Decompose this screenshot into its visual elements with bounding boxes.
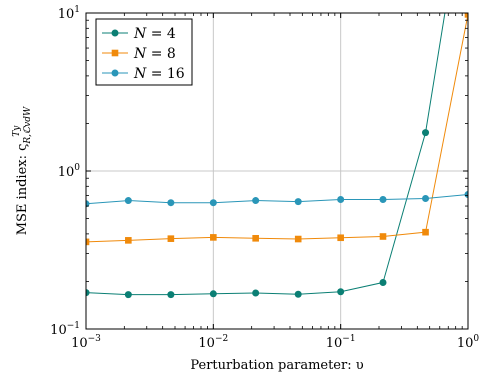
series-point [464, 191, 468, 199]
legend-label-value: = 8 [146, 46, 176, 62]
y-tick-label: 10−1 [50, 321, 80, 338]
legend-label-value: = 16 [146, 66, 185, 82]
x-tick-label: 100 [457, 334, 480, 351]
series-point [86, 289, 90, 297]
y-tick-label-exponent: 0 [74, 163, 80, 173]
x-tick-label-base: 10 [198, 336, 215, 351]
series-point [252, 289, 260, 297]
series-point [167, 235, 175, 242]
y-axis-label-subscript: R,ℂvdW [23, 106, 33, 145]
y-tick-label-base: 10 [50, 323, 67, 338]
legend-label: N = 4 [133, 26, 176, 42]
series-point [337, 288, 345, 296]
y-tick-label: 100 [58, 163, 81, 180]
series-point [125, 237, 132, 244]
series-point [294, 290, 302, 298]
series-point [209, 199, 217, 207]
series-point [209, 290, 217, 298]
x-tick-label-exponent: −3 [88, 334, 102, 344]
legend: N = 4N = 8N = 16 [95, 18, 193, 86]
series-point [379, 278, 387, 286]
legend-swatch-marker [111, 29, 119, 37]
series-point [124, 291, 132, 299]
series-point [252, 197, 260, 205]
series-point [124, 197, 132, 205]
series-line [86, 14, 468, 243]
series-2 [86, 13, 468, 246]
y-tick-label: 101 [58, 5, 80, 22]
x-tick-label-exponent: −1 [342, 334, 355, 344]
series-point [337, 196, 345, 204]
y-tick-label-exponent: −1 [67, 321, 80, 331]
legend-swatch-marker [111, 49, 119, 57]
series-point [422, 129, 430, 137]
x-axis-label-text: Perturbation parameter: υ [190, 358, 363, 373]
series-1 [86, 13, 446, 299]
y-axis-label-text: MSE indiex: ς [15, 144, 30, 236]
series-point [379, 233, 387, 240]
y-axis-label: MSE indiex: ςR,ℂvdWTy [12, 106, 33, 235]
legend-label-variable: N [133, 26, 147, 42]
x-tick-label-base: 10 [326, 336, 343, 351]
series-point [210, 234, 217, 241]
series-point [337, 234, 344, 242]
legend-label-value: = 4 [146, 26, 176, 42]
series-point [422, 228, 429, 236]
series-point [167, 291, 175, 299]
grid [86, 13, 468, 329]
series-point [167, 199, 175, 207]
legend-label-variable: N [133, 66, 147, 82]
y-tick-label-base: 10 [58, 7, 75, 22]
series-3 [86, 191, 468, 208]
series-point [252, 235, 259, 242]
x-tick-label: 10−2 [198, 334, 228, 351]
legend-label: N = 8 [133, 46, 176, 62]
series-point [86, 238, 90, 246]
x-tick-label-base: 10 [457, 336, 474, 351]
x-axis-label: Perturbation parameter: υ [190, 358, 363, 373]
legend-swatch-marker [111, 69, 119, 77]
series-point [464, 13, 468, 18]
legend-item: N = 8 [102, 46, 176, 62]
x-tick-label-exponent: −2 [215, 334, 228, 344]
x-tick-label: 10−3 [71, 334, 101, 351]
series-line [86, 194, 468, 205]
y-tick-label-base: 10 [58, 165, 75, 180]
series-layer [86, 13, 468, 299]
y-axis-label-superscript: Ty [12, 125, 22, 137]
series-point [379, 196, 387, 204]
x-tick-label: 10−1 [326, 334, 356, 351]
series-line [86, 13, 446, 296]
series-point [294, 235, 302, 243]
legend-label-variable: N [133, 46, 147, 62]
legend-label: N = 16 [133, 66, 185, 82]
legend-item: N = 4 [102, 26, 176, 42]
series-point [86, 200, 90, 208]
series-point [422, 194, 430, 202]
legend-item: N = 16 [102, 66, 185, 82]
x-tick-label-exponent: 0 [473, 334, 479, 344]
y-tick-label-exponent: 1 [74, 5, 80, 15]
series-point [294, 198, 302, 206]
x-tick-label-base: 10 [71, 336, 88, 351]
